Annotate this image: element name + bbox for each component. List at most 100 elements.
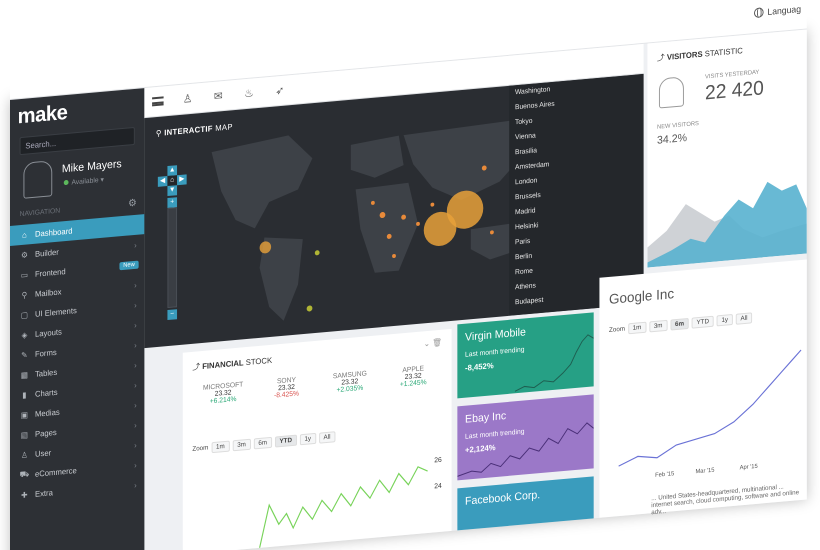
zoom-6m-button[interactable]: 6m — [253, 436, 272, 450]
facebook-tile[interactable]: Facebook Corp. — [457, 476, 594, 531]
sidebar-item-label: Builder — [34, 247, 59, 259]
visitors-area-chart — [647, 181, 807, 268]
pan-down-button[interactable]: ▼ — [167, 185, 178, 197]
chevron-down-icon[interactable]: ⌄ — [423, 338, 431, 349]
home-icon: ⌂ — [22, 230, 27, 240]
new-visitors-value: 34.2% — [657, 132, 687, 147]
bar-chart-icon: ▮ — [22, 390, 27, 400]
menu-toggle-icon[interactable] — [152, 96, 164, 107]
zoom-3m-button[interactable]: 3m — [649, 319, 668, 333]
user-status[interactable]: Available ▾ — [63, 176, 104, 188]
gear-icon[interactable]: ⚙ — [128, 197, 137, 210]
nav-heading-label: NAVIGATION — [19, 207, 61, 219]
zoom-label: Zoom — [609, 325, 625, 334]
visits-yesterday-value: 22 420 — [705, 77, 764, 105]
x-tick-apr: Apr '15 — [739, 463, 758, 472]
y-tick-24: 24 — [434, 483, 442, 491]
fire-icon[interactable]: ♨ — [244, 87, 254, 101]
stock-microsoft[interactable]: MICROSOFT 23.32 +6.214% — [192, 380, 253, 406]
google-title: Google Inc — [609, 285, 675, 307]
zoom-1y-button[interactable]: 1y — [716, 313, 733, 327]
virgin-mobile-tile[interactable]: Virgin Mobile Last month trending -8,452… — [457, 312, 594, 399]
sidebar-item-label: Pages — [34, 427, 57, 439]
google-series — [618, 349, 802, 467]
user-name: Mike Mayers — [61, 158, 122, 176]
builder-icon: ⚙ — [20, 249, 28, 260]
screen-icon: ▢ — [20, 309, 29, 320]
financial-stock-panel: ⤴ FINANCIAL STOCK ⌄ 🗑 MICROSOFT 23.32 +6.2… — [182, 328, 452, 550]
extra-icon: ✚ — [21, 489, 28, 500]
chevron-right-icon: › — [134, 380, 137, 390]
trend-icon: ⤴ — [192, 361, 203, 372]
language-selector[interactable]: Languag — [753, 3, 802, 19]
zoom-out-button[interactable]: − — [167, 309, 178, 321]
zoom-6m-button[interactable]: 6m — [670, 317, 689, 331]
google-inc-panel: Google Inc Zoom 1m 3m 6m YTD 1y All Feb '15 Ma… — [599, 259, 807, 518]
cart-icon: ⛟ — [19, 469, 30, 480]
stock-apple[interactable]: APPLE 23.32 +1.245% — [382, 364, 443, 390]
sidebar-item-label: Charts — [34, 387, 58, 399]
table-icon: ▦ — [20, 369, 29, 380]
sidebar-item-label: Forms — [34, 347, 57, 359]
zoom-all-button[interactable]: All — [735, 312, 753, 325]
zoom-ytd-button[interactable]: YTD — [274, 434, 297, 448]
envelope-icon[interactable]: ✉ — [213, 90, 223, 103]
chevron-right-icon: › — [134, 480, 137, 490]
x-tick-mar: Mar '15 — [695, 467, 715, 476]
sidebar-item-label: Extra — [34, 487, 53, 499]
avatar — [23, 160, 53, 199]
trash-icon[interactable]: 🗑 — [432, 337, 442, 348]
financial-series — [259, 466, 428, 548]
zoom-all-button[interactable]: All — [318, 431, 336, 444]
user-icon[interactable]: ♙ — [182, 92, 193, 106]
user-icon: ♙ — [20, 449, 28, 460]
zoom-1m-button[interactable]: 1m — [627, 321, 647, 335]
world-map[interactable] — [144, 74, 643, 348]
language-label: Languag — [767, 3, 802, 17]
map-markers — [259, 165, 494, 312]
new-visitors-label: NEW VISITORS — [657, 121, 699, 131]
zoom-slider[interactable] — [167, 207, 178, 309]
pan-left-button[interactable]: ◀ — [157, 176, 168, 187]
tile-sparkline — [457, 422, 594, 477]
chevron-right-icon: › — [134, 360, 137, 370]
google-description: ... United States-headquartered, multina… — [651, 483, 800, 517]
chevron-right-icon: › — [134, 300, 137, 310]
zoom-3m-button[interactable]: 3m — [232, 438, 251, 452]
interactive-map-panel: ⚲ INTERACTIF MAP ▲ ◀ ⌂ ▶ ▼ + − Washingto… — [144, 73, 644, 349]
sidebar-item-label: Layouts — [34, 326, 62, 339]
sidebar-item-label: Mailbox — [34, 286, 62, 299]
zoom-1m-button[interactable]: 1m — [211, 440, 230, 454]
stack-icon: ◈ — [21, 329, 28, 340]
google-zoom-controls: Zoom 1m 3m 6m YTD 1y All — [609, 312, 753, 336]
ebay-tile[interactable]: Ebay Inc Last month trending +2,124% — [457, 394, 594, 481]
chevron-right-icon: › — [134, 440, 137, 450]
financial-line-chart: 26 24 — [259, 457, 442, 548]
pan-right-button[interactable]: ▶ — [177, 174, 187, 186]
visitors-title: ⤴ VISITORS STATISTIC — [657, 46, 743, 63]
sidebar-item-label: Medias — [34, 407, 60, 419]
google-line-chart — [618, 349, 802, 467]
chevron-right-icon: › — [134, 400, 137, 410]
visitors-statistic-panel: ⤴ VISITORS STATISTIC VISITS YESTERDAY 22… — [647, 29, 807, 268]
chevron-right-icon: › — [134, 340, 137, 350]
tile-sparkline — [514, 334, 594, 392]
users-icon — [658, 76, 684, 109]
chevron-right-icon: › — [134, 240, 137, 250]
pin-icon: ⚲ — [21, 289, 28, 300]
nav-list: ⌂ Dashboard ⚙ Builder › ▭ Frontend New ⚲ Mailbox ›… — [10, 214, 145, 506]
zoom-ytd-button[interactable]: YTD — [691, 315, 714, 329]
zoom-label: Zoom — [192, 444, 209, 453]
stock-sony[interactable]: SONY 23.32 -8.425% — [256, 375, 317, 401]
chevron-right-icon: › — [134, 460, 137, 470]
media-icon: ▣ — [20, 409, 29, 420]
status-dot-icon — [63, 179, 69, 186]
monitor-icon: ▭ — [20, 269, 29, 280]
map-pin-icon: ⚲ — [155, 128, 165, 139]
stock-samsung[interactable]: SAMSUNG 23.32 +2.035% — [319, 369, 380, 395]
search-input[interactable]: Search... — [19, 126, 135, 156]
zoom-1y-button[interactable]: 1y — [299, 432, 316, 446]
visitors-area-blue — [647, 181, 807, 268]
rocket-icon[interactable]: ➶ — [275, 84, 285, 98]
